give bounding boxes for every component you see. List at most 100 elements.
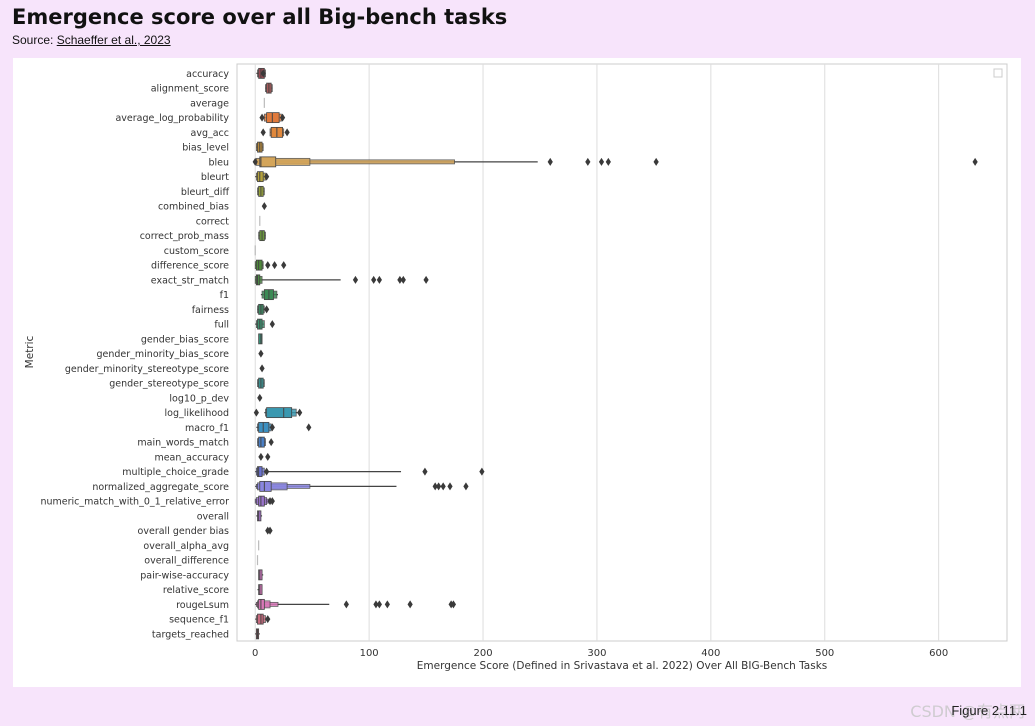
outlier-point [436,482,442,491]
box-level-1 [259,480,272,492]
box-level-1 [255,259,263,271]
outlier-point [407,600,413,609]
row-main-words-match: main_words_match [137,436,274,449]
y-tick-label: overall_difference [144,556,229,567]
source-prefix: Source: [12,33,57,47]
row-correct-prob-mass: correct_prob_mass [140,230,266,242]
y-tick-label: fairness [192,305,229,316]
row-targets-reached: targets_reached [152,628,260,640]
row-gender-bias-score: gender_bias_score [141,333,263,345]
outlier-point [269,423,275,432]
outlier-point [252,157,258,166]
plot-area-frame [236,63,1008,642]
row-gender-minority-stereotype-score: gender_minority_stereotype_score [65,364,265,375]
y-tick-label: combined_bias [158,202,229,213]
y-tick-label: exact_str_match [151,275,229,286]
box-level-1 [257,510,262,522]
y-tick-label: log_likelihood [165,408,229,419]
x-tick-label-600: 600 [929,648,948,659]
outlier-point [440,482,446,491]
row-numeric-match-with-0-1-relative-error: numeric_match_with_0_1_relative_error [40,495,275,508]
outlier-point [258,452,264,461]
row-difference-score: difference_score [151,259,287,272]
box-level-1 [258,333,263,345]
y-tick-label: alignment_score [151,84,229,95]
y-tick-label: macro_f1 [185,423,229,434]
x-tick-label-400: 400 [701,648,720,659]
x-axis-label: Emergence Score (Defined in Srivastava e… [417,660,828,672]
row-correct: correct [196,215,261,227]
figure-label: Figure 2.11.1 [951,703,1027,718]
outlier-point [297,408,303,417]
y-tick-label: main_words_match [137,438,229,449]
y-tick-label: full [214,320,229,331]
outlier-point [281,261,287,270]
row-sequence-f1: sequence_f1 [169,613,271,626]
box-level-1 [258,584,263,596]
source-line: Source: Schaeffer et al., 2023 [12,33,171,47]
box-level-1 [258,569,263,581]
y-tick-label: average [190,98,229,109]
outlier-point [598,157,605,166]
watermark: CSDN @有点两 [910,702,1025,721]
row-relative-score: relative_score [163,584,263,596]
row-pair-wise-accuracy: pair-wise-accuracy [140,569,264,581]
row-bleurt-diff: bleurt_diff [181,185,265,198]
x-tick-label-200: 200 [473,648,492,659]
y-tick-label: gender_minority_stereotype_score [65,364,229,375]
outlier-point [432,482,438,491]
x-axis-ticks: 0 100 200 300 400 500 600 [252,648,948,659]
row-combined-bias: combined_bias [158,202,267,213]
box-level-1 [259,156,277,168]
box-level-1 [258,421,270,433]
row-full: full [214,318,275,331]
outlier-point [271,261,278,270]
row-log10-p-dev: log10_p_dev [169,393,263,404]
y-tick-label: rougeLsum [176,600,229,611]
y-tick-label: bias_level [182,143,229,154]
row-normalized-aggregate-score: normalized_aggregate_score [92,480,469,493]
outlier-point [268,438,274,447]
row-rougelsum: rougeLsum [176,598,457,611]
y-tick-label: bleu [208,157,229,168]
outlier-point [257,393,263,402]
row-overall: overall [197,510,263,522]
y-tick-label: avg_acc [191,128,230,139]
outlier-point [972,157,978,166]
box-level-1 [258,436,265,448]
row-f1: f1 [220,289,279,301]
y-tick-label: multiple_choice_grade [122,467,229,478]
outlier-point [284,128,290,137]
outlier-point [267,526,273,535]
legend-box [993,68,1003,78]
outlier-point [265,615,271,624]
outlier-point [373,600,379,609]
y-tick-label: accuracy [186,69,229,80]
row-overall-alpha-avg: overall_alpha_avg [143,540,260,552]
outlier-point [653,157,659,166]
outlier-point [479,467,485,476]
outlier-point [605,157,611,166]
y-tick-label: bleurt_diff [181,187,230,198]
source-link[interactable]: Schaeffer et al., 2023 [56,33,171,47]
box-level-1 [257,466,263,478]
x-tick-label-300: 300 [587,648,606,659]
outlier-point [306,423,312,432]
outlier-point [463,482,469,491]
outlier-point [585,157,591,166]
y-tick-label: f1 [220,290,229,301]
outlier-point [376,275,382,284]
y-tick-label: sequence_f1 [169,615,229,626]
y-tick-label: relative_score [163,585,229,596]
outlier-point [422,467,428,476]
y-tick-label: targets_reached [152,629,229,640]
row-gender-stereotype-score: gender_stereotype_score [109,377,265,390]
box-level-1 [266,407,293,419]
y-tick-label: gender_minority_bias_score [96,349,229,360]
y-tick-label: gender_stereotype_score [109,379,229,390]
outlier-point [447,482,453,491]
y-tick-label: difference_score [151,261,229,272]
row-avg-acc: avg_acc [191,126,290,139]
box-level-1 [257,613,264,625]
outlier-point [352,275,359,284]
